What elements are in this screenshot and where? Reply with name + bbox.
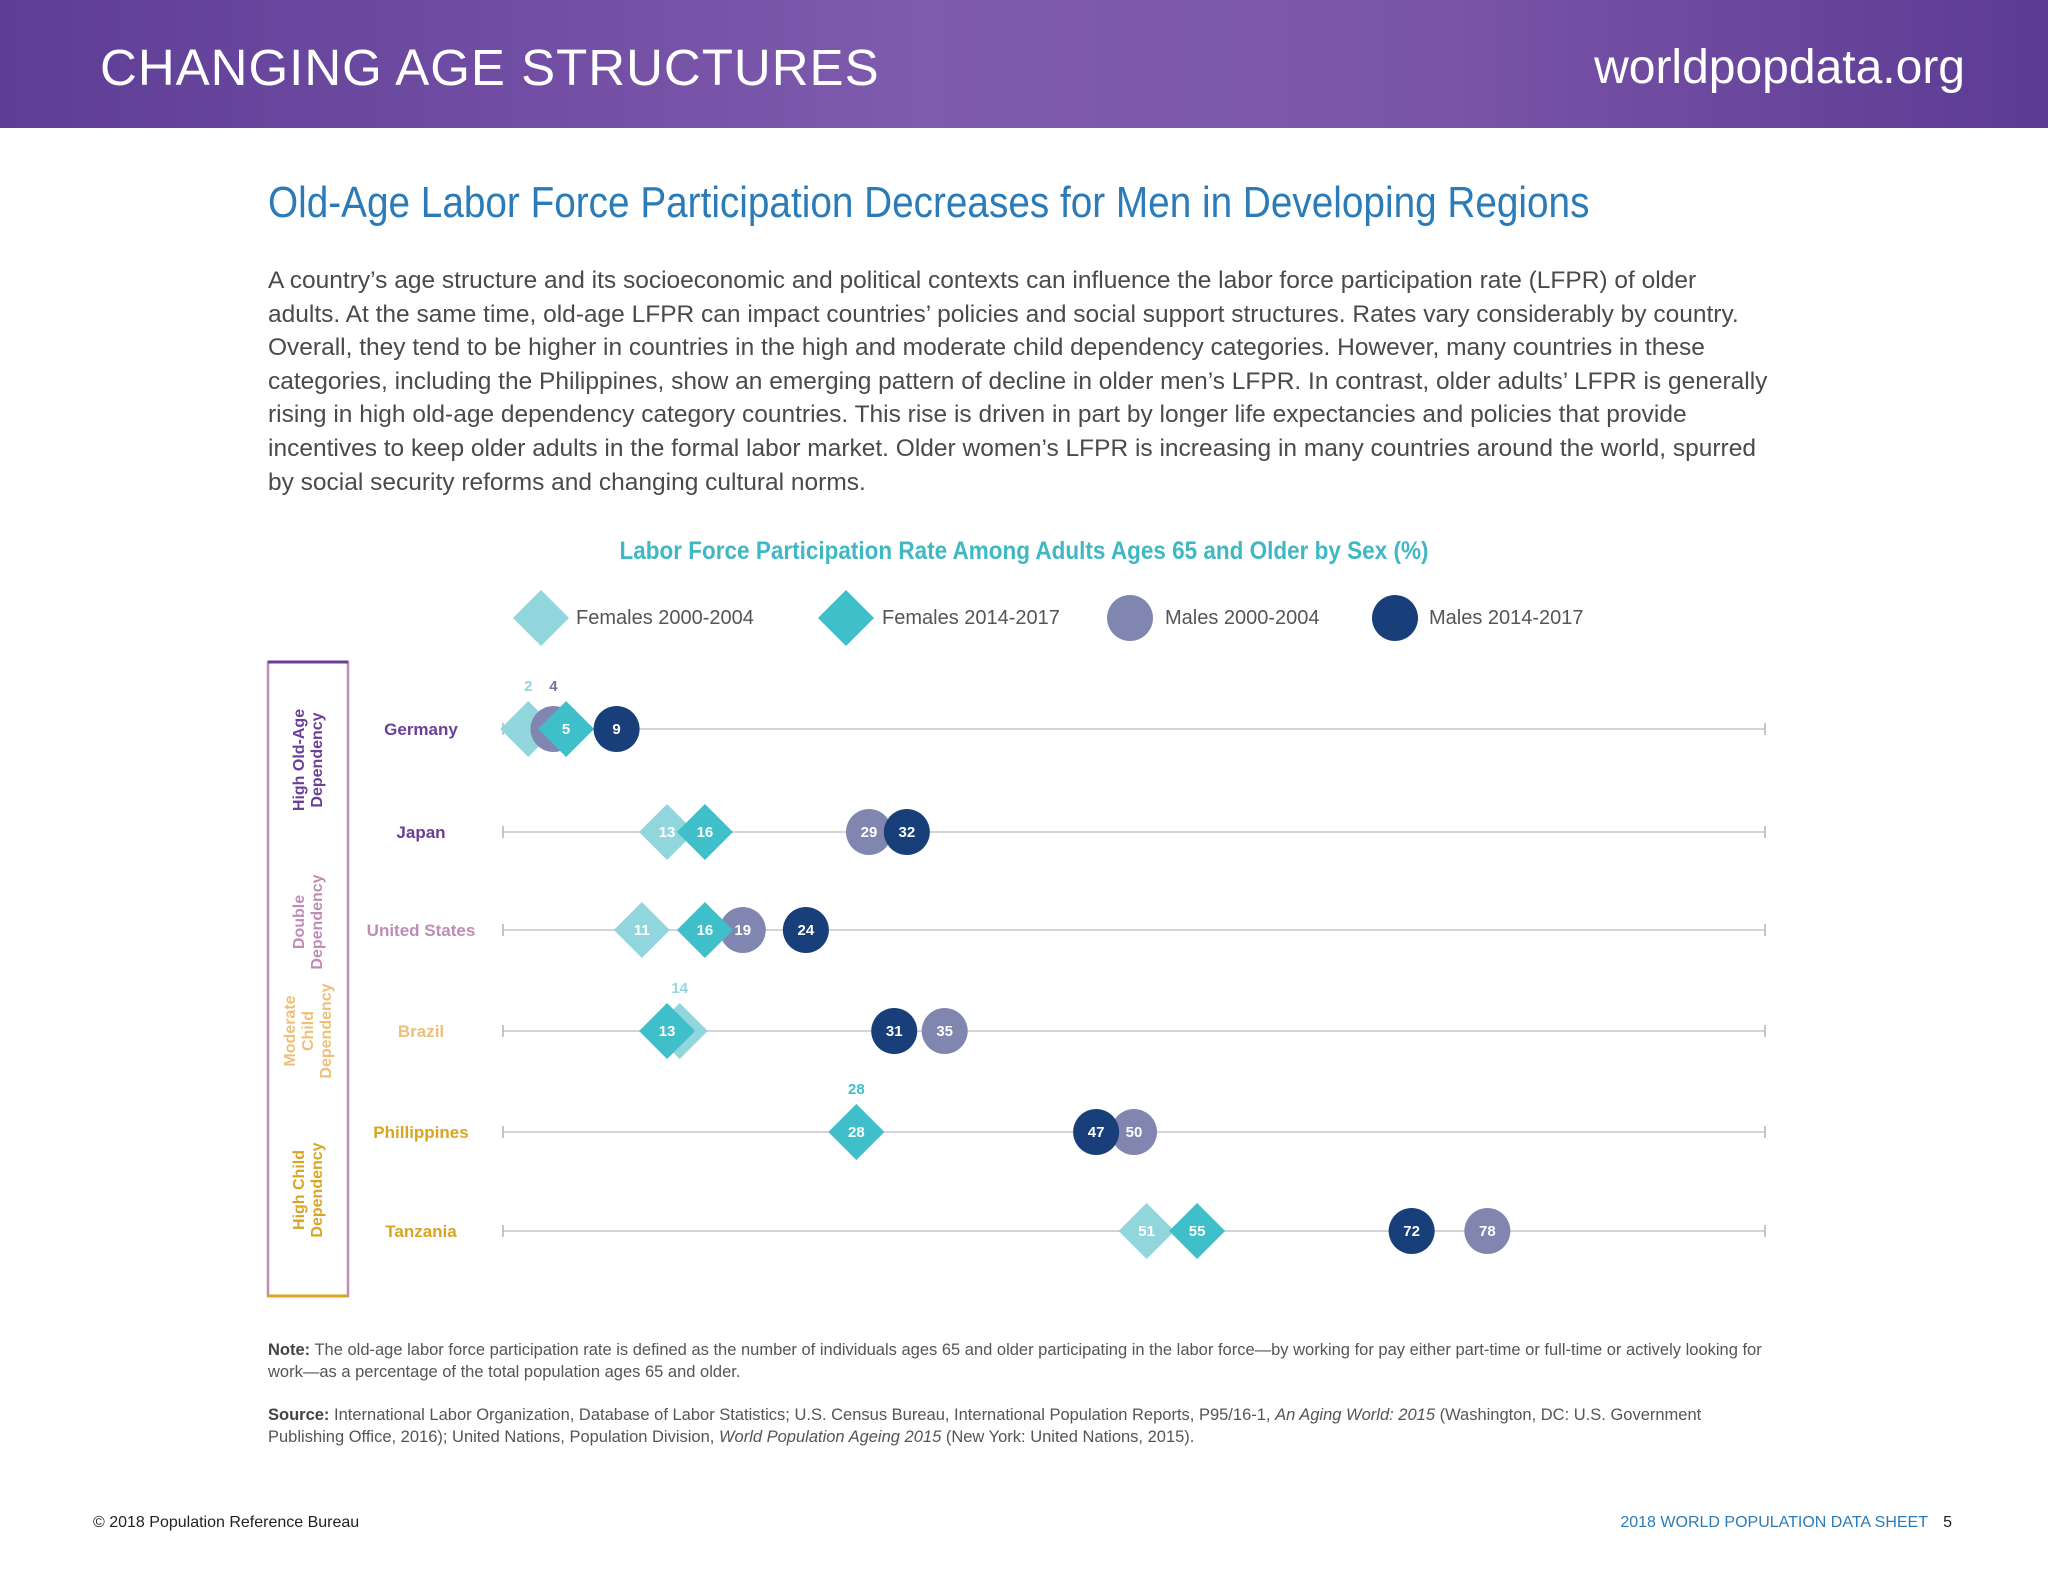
source-text-2: (Washington, DC: U.S. Government Publish… bbox=[268, 1406, 1702, 1446]
data-point bbox=[1073, 1109, 1120, 1155]
header-banner: CHANGING AGE STRUCTURES worldpopdata.org bbox=[0, 0, 2048, 128]
dependency-group-label-3: High ChildDependency bbox=[291, 1142, 326, 1237]
data-label: 14 bbox=[671, 980, 688, 997]
chart-note: Note: The old-age labor force participat… bbox=[268, 1339, 1768, 1383]
data-point bbox=[782, 907, 829, 953]
data-label: 13 bbox=[659, 1023, 676, 1040]
intro-paragraph: A country’s age structure and its socioe… bbox=[268, 267, 1768, 496]
footer-copyright: © 2018 Population Reference Bureau bbox=[93, 1514, 360, 1531]
source-label: Source: bbox=[268, 1406, 330, 1424]
source-italic-2: World Population Ageing 2015 bbox=[718, 1428, 942, 1446]
data-point bbox=[1464, 1208, 1511, 1254]
data-label: 28 bbox=[848, 1124, 865, 1141]
data-label: 72 bbox=[1403, 1223, 1420, 1240]
note-label: Note: bbox=[268, 1341, 311, 1359]
data-point bbox=[1111, 1109, 1157, 1155]
data-point bbox=[639, 1003, 696, 1059]
legend-label-females-2000: Females 2000-2004 bbox=[576, 607, 754, 629]
source-italic-1: An Aging World: 2015 bbox=[1275, 1406, 1435, 1424]
dependency-group-label-2: ModerateChildDependency bbox=[282, 983, 335, 1078]
data-point bbox=[871, 1008, 918, 1054]
legend-marker-1 bbox=[818, 590, 874, 646]
data-label: 51 bbox=[1138, 1223, 1155, 1240]
data-point bbox=[639, 804, 696, 860]
chart-source: Source: International Labor Organization… bbox=[268, 1404, 1768, 1448]
data-point bbox=[921, 1008, 968, 1054]
data-label: 31 bbox=[886, 1023, 903, 1040]
data-label: 47 bbox=[1088, 1124, 1105, 1141]
dependency-bracket bbox=[266, 660, 350, 1298]
row-label: Phillippines bbox=[373, 1123, 468, 1142]
data-label: 19 bbox=[734, 922, 751, 939]
source-text-3: (New York: United Nations, 2015). bbox=[941, 1428, 1195, 1446]
data-label: 55 bbox=[1189, 1223, 1206, 1240]
data-point bbox=[538, 701, 595, 757]
data-point bbox=[1388, 1208, 1435, 1254]
data-point bbox=[883, 809, 930, 855]
data-point bbox=[719, 907, 766, 953]
data-label: 50 bbox=[1126, 1124, 1143, 1141]
data-point bbox=[828, 1104, 885, 1160]
legend-marker-2 bbox=[1107, 595, 1153, 641]
data-label: 9 bbox=[612, 721, 620, 738]
footer-page-number: 5 bbox=[1943, 1514, 1952, 1531]
data-label: 4 bbox=[549, 678, 558, 695]
row-label: Germany bbox=[384, 720, 458, 739]
legend-label-females-2014: Females 2014-2017 bbox=[882, 607, 1060, 629]
source-text-1: International Labor Organization, Databa… bbox=[334, 1406, 1276, 1424]
data-label: 78 bbox=[1479, 1223, 1496, 1240]
data-point bbox=[1118, 1203, 1175, 1259]
chart-title: Labor Force Participation Rate Among Adu… bbox=[619, 537, 1429, 565]
data-point bbox=[676, 804, 733, 860]
data-label: 16 bbox=[697, 922, 714, 939]
page-headline: Old-Age Labor Force Participation Decrea… bbox=[268, 178, 1590, 227]
row-label: Japan bbox=[396, 823, 445, 842]
site-link[interactable]: worldpopdata.org bbox=[1594, 41, 1965, 94]
note-text: The old-age labor force participation ra… bbox=[268, 1341, 1762, 1381]
row-label: United States bbox=[367, 921, 476, 940]
legend-label-males-2014: Males 2014-2017 bbox=[1429, 607, 1584, 629]
data-point bbox=[613, 902, 670, 958]
data-label: 28 bbox=[848, 1081, 865, 1098]
data-point bbox=[1169, 1203, 1226, 1259]
legend-marker-3 bbox=[1372, 595, 1418, 641]
data-label: 32 bbox=[898, 824, 915, 841]
data-label: 11 bbox=[634, 922, 650, 939]
dependency-group-label-1: DoubleDependency bbox=[291, 874, 326, 969]
section-title: CHANGING AGE STRUCTURES bbox=[100, 39, 880, 96]
dependency-group-label-0: High Old-AgeDependency bbox=[291, 709, 326, 811]
data-label: 29 bbox=[861, 824, 878, 841]
row-label: Brazil bbox=[398, 1022, 444, 1041]
data-label: 2 bbox=[524, 678, 532, 695]
legend-marker-0 bbox=[513, 590, 569, 646]
data-label: 35 bbox=[936, 1023, 953, 1040]
legend-label-males-2000: Males 2000-2004 bbox=[1165, 607, 1320, 629]
data-point bbox=[593, 706, 640, 752]
data-point bbox=[676, 902, 733, 958]
data-point bbox=[845, 809, 892, 855]
row-label: Tanzania bbox=[385, 1222, 457, 1241]
data-label: 5 bbox=[562, 721, 570, 738]
data-label: 16 bbox=[697, 824, 714, 841]
data-label: 13 bbox=[659, 824, 676, 841]
footer-publication: 2018 WORLD POPULATION DATA SHEET bbox=[1620, 1514, 1928, 1531]
data-label: 24 bbox=[798, 922, 815, 939]
